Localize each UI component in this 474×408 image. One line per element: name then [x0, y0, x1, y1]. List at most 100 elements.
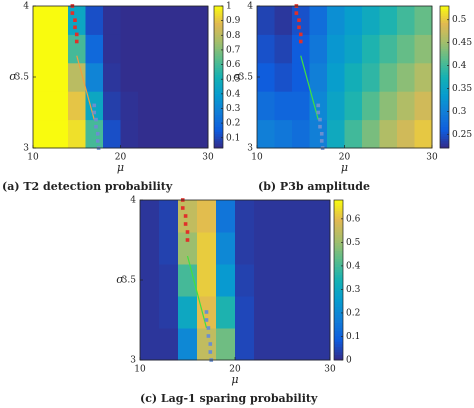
colorbar-swatch	[334, 301, 343, 305]
colorbar-swatch	[334, 221, 343, 225]
colorbar-swatch	[214, 17, 223, 21]
marker	[204, 318, 209, 322]
colorbar-swatch	[440, 34, 449, 38]
marker	[206, 326, 211, 330]
heat-cell	[362, 91, 380, 121]
marker	[318, 124, 322, 129]
heat-cell	[309, 34, 328, 64]
colorbar-swatch	[440, 43, 449, 47]
colorbar-swatch	[440, 105, 449, 109]
marker	[297, 25, 301, 30]
colorbar-swatch	[440, 140, 449, 144]
y-tick-label: 4	[23, 2, 29, 12]
colorbar-swatch	[334, 282, 343, 286]
marker	[185, 238, 190, 242]
colorbar-swatch	[214, 55, 223, 59]
colorbar-swatch	[440, 60, 449, 64]
y-tick-label: 3.5	[122, 276, 137, 286]
heat-cell	[362, 34, 380, 64]
heat-cell	[254, 232, 274, 265]
heat-cell	[311, 296, 331, 329]
heat-cell	[68, 6, 86, 35]
colorbar-swatch	[334, 242, 343, 246]
heat-cell	[344, 34, 363, 64]
heat-cell	[178, 264, 198, 297]
heat-cell	[159, 296, 179, 329]
colorbar-swatch	[214, 84, 223, 87]
colorbar-swatch	[440, 110, 449, 113]
colorbar-swatch	[334, 325, 343, 329]
colorbar-swatch	[334, 341, 343, 345]
heat-cell	[257, 91, 275, 121]
y-tick-label: 4	[247, 2, 253, 12]
heat-cell	[292, 232, 312, 265]
colorbar-swatch	[440, 133, 449, 137]
colorbar-swatch	[214, 129, 223, 132]
colorbar-swatch	[440, 145, 449, 149]
colorbar-swatch	[214, 67, 223, 71]
colorbar-swatch	[334, 293, 343, 297]
heat-cell	[309, 6, 328, 35]
colorbar-swatch	[334, 288, 343, 292]
heat-cell	[311, 328, 331, 361]
heat-cell	[274, 6, 293, 35]
x-tick-label: 10	[251, 153, 263, 163]
colorbar-swatch	[440, 77, 449, 80]
colorbar-swatch	[214, 105, 223, 109]
colorbar-swatch	[214, 48, 223, 52]
heat-cell	[235, 200, 255, 233]
marker	[204, 310, 209, 314]
colorbar-tick-label: 0.4	[346, 261, 361, 271]
colorbar-swatch	[334, 213, 343, 217]
marker	[316, 103, 321, 108]
heat-cell	[178, 232, 198, 265]
heat-cell	[140, 328, 160, 361]
colorbar-swatch	[334, 226, 343, 230]
heat-cell	[309, 119, 328, 149]
colorbar-swatch	[334, 218, 343, 222]
colorbar-swatch	[334, 266, 343, 270]
colorbar-swatch	[214, 53, 223, 57]
colorbar-swatch	[214, 43, 223, 47]
colorbar-swatch	[440, 136, 449, 139]
colorbar-swatch	[214, 20, 223, 23]
marker	[70, 11, 75, 15]
colorbar-swatch	[214, 107, 223, 111]
colorbar-swatch	[440, 143, 449, 147]
heat-cell	[327, 34, 345, 64]
heat-cell	[216, 232, 236, 265]
heat-cell	[292, 91, 310, 121]
y-axis-label: σ	[9, 70, 17, 83]
colorbar-tick-label: 0.5	[346, 238, 361, 248]
colorbar-swatch	[214, 69, 223, 73]
y-tick-label: 3.5	[239, 73, 254, 83]
heat-cell	[254, 264, 274, 297]
heat-cell	[197, 232, 217, 265]
colorbar-swatch	[214, 6, 223, 9]
colorbar-tick-label: 0.9	[226, 16, 241, 26]
colorbar-swatch	[440, 50, 449, 54]
heat-cell	[138, 91, 156, 121]
colorbar-swatch	[334, 322, 343, 326]
colorbar-swatch	[440, 95, 449, 99]
y-tick-label: 3.5	[15, 73, 30, 83]
colorbar-swatch	[334, 234, 343, 238]
colorbar-swatch	[334, 298, 343, 302]
colorbar-swatch	[440, 67, 449, 71]
heat-cell	[397, 91, 415, 121]
heat-cell	[311, 232, 331, 265]
colorbar-swatch	[440, 32, 449, 35]
heat-cell	[344, 6, 363, 35]
heat-cell	[33, 91, 51, 121]
marker	[180, 206, 185, 210]
colorbar-swatch	[214, 46, 223, 49]
heat-cell	[379, 91, 398, 121]
heat-cell	[159, 264, 179, 297]
colorbar-tick-label: 0.35	[452, 84, 472, 94]
colorbar-swatch	[214, 91, 223, 94]
heat-cell	[140, 200, 160, 233]
colorbar-tick-label: 0.4	[452, 61, 467, 71]
marker	[183, 222, 188, 226]
colorbar-swatch	[334, 290, 343, 294]
marker	[297, 18, 301, 22]
